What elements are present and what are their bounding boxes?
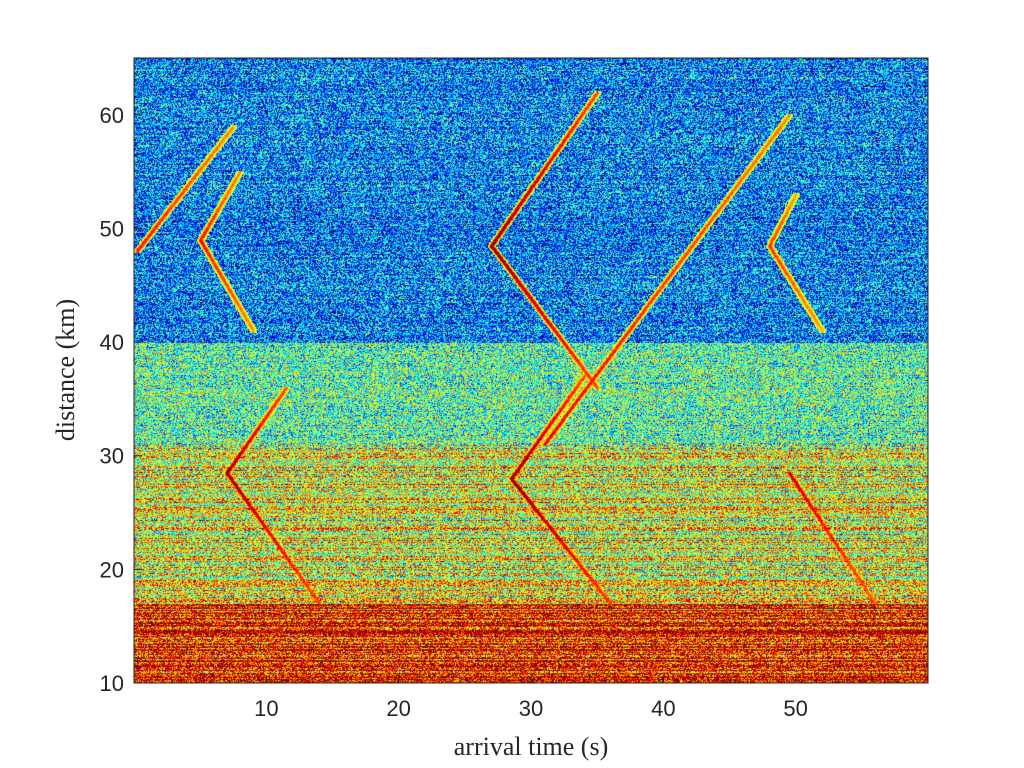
y-tick-label: 50 xyxy=(100,216,124,241)
y-tick-label: 10 xyxy=(100,671,124,696)
y-axis-label: distance (km) xyxy=(51,299,80,441)
heatmap-image xyxy=(134,58,928,683)
x-tick-label: 10 xyxy=(254,696,278,721)
x-tick-label: 30 xyxy=(519,696,543,721)
plot-area xyxy=(133,57,929,684)
x-axis-label: arrival time (s) xyxy=(454,732,609,761)
y-tick-label: 30 xyxy=(100,444,124,469)
x-tick-label: 40 xyxy=(651,696,675,721)
y-tick-label: 40 xyxy=(100,330,124,355)
y-axis-ticks: 10 20 30 40 50 60 xyxy=(100,103,142,696)
x-axis-ticks: 10 20 30 40 50 xyxy=(254,675,808,721)
x-tick-label: 50 xyxy=(783,696,807,721)
y-tick-label: 60 xyxy=(100,103,124,128)
x-tick-label: 20 xyxy=(386,696,410,721)
y-tick-label: 20 xyxy=(100,557,124,582)
